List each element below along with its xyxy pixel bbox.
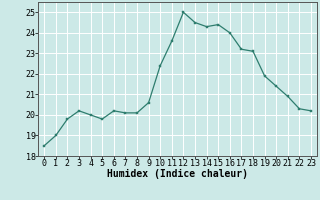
X-axis label: Humidex (Indice chaleur): Humidex (Indice chaleur): [107, 169, 248, 179]
